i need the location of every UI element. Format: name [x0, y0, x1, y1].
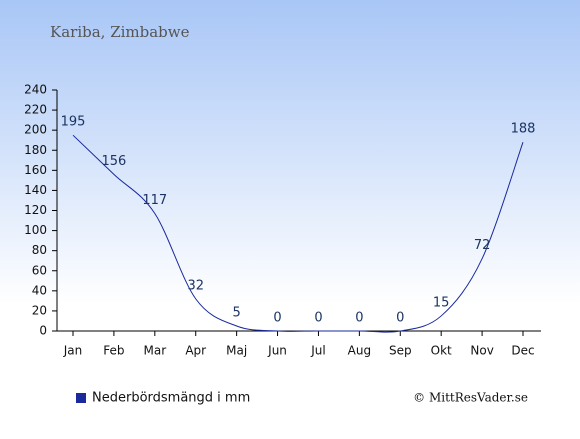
- y-tick-label: 0: [39, 324, 47, 338]
- data-label: 195: [61, 115, 86, 130]
- data-label: 188: [511, 122, 536, 137]
- y-tick-label: 80: [32, 243, 47, 257]
- legend-label: Nederbördsmängd i mm: [92, 391, 250, 406]
- y-tick-label: 40: [32, 283, 47, 297]
- y-tick-label: 100: [24, 223, 47, 237]
- x-tick-label: Mar: [143, 344, 166, 358]
- x-tick-label: Nov: [470, 344, 493, 358]
- x-tick-label: Feb: [103, 344, 124, 358]
- data-label: 32: [187, 278, 204, 293]
- data-label: 0: [355, 311, 363, 326]
- data-label: 72: [474, 238, 491, 253]
- data-label: 117: [142, 193, 167, 208]
- x-tick-label: Jan: [63, 344, 83, 358]
- y-tick-label: 140: [24, 183, 47, 197]
- data-label: 15: [433, 295, 450, 310]
- y-tick-label: 200: [24, 123, 47, 137]
- data-label: 5: [232, 305, 240, 320]
- x-tick-label: Sep: [389, 344, 412, 358]
- y-tick-label: 160: [24, 163, 47, 177]
- legend-swatch: [76, 393, 86, 403]
- data-label: 156: [101, 154, 126, 169]
- chart-title: Kariba, Zimbabwe: [50, 23, 190, 41]
- y-tick-label: 220: [24, 103, 47, 117]
- y-tick-label: 20: [32, 303, 47, 317]
- y-tick-label: 180: [24, 143, 47, 157]
- data-label: 0: [273, 311, 281, 326]
- line: [72, 134, 524, 333]
- x-tick-label: Jul: [310, 344, 325, 358]
- credit: © MittResVader.se: [413, 391, 528, 405]
- x-tick-label: Aug: [348, 344, 371, 358]
- x-tick-label: Okt: [431, 344, 452, 358]
- x-tick-label: Jun: [267, 344, 287, 358]
- data-label: 0: [396, 311, 404, 326]
- data-label: 0: [314, 311, 322, 326]
- y-tick-label: 60: [32, 263, 47, 277]
- x-tick-label: Apr: [185, 344, 206, 358]
- x-tick-label: Maj: [226, 344, 247, 358]
- y-tick-label: 120: [24, 203, 47, 217]
- x-tick-label: Dec: [511, 344, 534, 358]
- y-tick-label: 240: [24, 83, 47, 97]
